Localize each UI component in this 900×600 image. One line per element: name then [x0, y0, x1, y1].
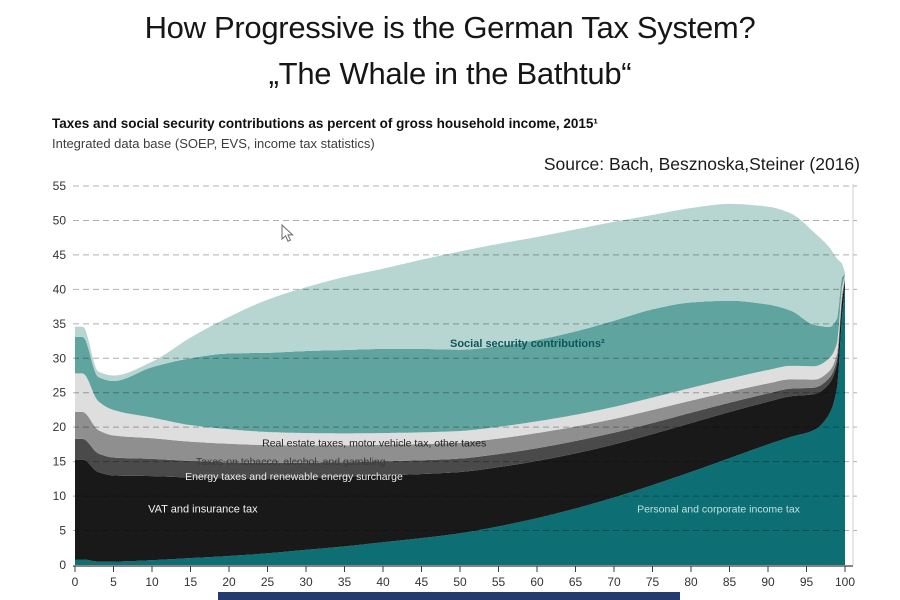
x-tick-label: 25	[261, 575, 275, 589]
x-tick-label: 0	[72, 575, 79, 589]
slide-title-line1: How Progressive is the German Tax System…	[144, 10, 756, 45]
x-tick-label: 70	[607, 575, 621, 589]
area-label-vat-and-insurance-tax: VAT and insurance tax	[148, 504, 258, 516]
area-label-personal-and-corporate-income-tax: Personal and corporate income tax	[637, 504, 801, 516]
y-axis: 0 5 10 15 20 25 30 35 40 45 50 55	[53, 179, 67, 572]
x-tick-label: 50	[453, 575, 467, 589]
footer-progress-bar	[218, 592, 680, 600]
source-note: Source: Bach, Besznoska,Steiner (2016)	[543, 154, 860, 174]
area-real-estate-taxes-motor-vehicle-tax-other-taxes	[75, 274, 845, 446]
area-vat-and-insurance-tax	[75, 281, 845, 562]
y-tick-label: 20	[53, 420, 67, 434]
area-social-security-contributions-upper-band	[75, 203, 845, 381]
stacked-areas	[75, 203, 845, 565]
x-tick-label: 30	[299, 575, 313, 589]
y-tick-label: 25	[53, 386, 67, 400]
area-label-social-security-contributions: Social security contributions²	[450, 338, 605, 350]
y-tick-label: 15	[53, 455, 67, 469]
x-tick-label: 100	[835, 575, 855, 589]
slide-title-line2: „The Whale in the Bathtub“	[268, 56, 632, 91]
y-tick-label: 55	[53, 179, 67, 193]
area-label-taxes-on-tobacco-alcohol-and-gambling: Taxes on tobacco, alcohol, and gambling	[196, 456, 386, 468]
y-tick-label: 10	[53, 489, 67, 503]
x-tick-label: 75	[646, 575, 660, 589]
y-tick-label: 5	[59, 524, 66, 538]
area-social-security-contributions-lower-band	[75, 274, 845, 434]
area-taxes-on-tobacco-alcohol-and-gambling	[75, 277, 845, 463]
x-tick-label: 65	[569, 575, 583, 589]
y-tick-label: 40	[53, 282, 67, 296]
x-tick-label: 5	[110, 575, 117, 589]
x-axis: 0 5 10 15 20 25 30 35 40 45 50 55 60 65 70 75 80 85 90 95 10…	[72, 565, 855, 589]
x-tick-label: 55	[492, 575, 506, 589]
x-tick-label: 85	[723, 575, 737, 589]
chart-subtitle: Integrated data base (SOEP, EVS, income …	[52, 136, 375, 151]
x-tick-label: 35	[338, 575, 352, 589]
x-tick-label: 90	[761, 575, 775, 589]
chart-title: Taxes and social security contributions …	[52, 116, 598, 131]
y-tick-label: 30	[53, 351, 67, 365]
area-label-energy-taxes-and-renewable-energy-surcharge: Energy taxes and renewable energy surcha…	[185, 471, 403, 483]
x-tick-label: 20	[222, 575, 236, 589]
x-tick-label: 80	[684, 575, 698, 589]
mouse-cursor-icon	[281, 224, 294, 242]
x-tick-label: 95	[800, 575, 814, 589]
y-tick-label: 35	[53, 317, 67, 331]
y-tick-label: 50	[53, 213, 67, 227]
area-labels: Social security contributions² Real estat…	[148, 338, 801, 515]
x-tick-label: 40	[376, 575, 390, 589]
x-tick-label: 15	[184, 575, 198, 589]
gridlines	[73, 185, 857, 532]
y-tick-label: 0	[59, 558, 66, 572]
area-label-real-estate-taxes-motor-vehicle-tax-other-taxes: Real estate taxes, motor vehicle tax, ot…	[262, 437, 486, 449]
y-tick-label: 45	[53, 248, 67, 262]
area-personal-and-corporate-income-tax	[75, 288, 845, 565]
x-tick-label: 10	[145, 575, 159, 589]
x-tick-label: 45	[415, 575, 429, 589]
area-energy-taxes-and-renewable-energy-surcharge	[75, 279, 845, 479]
x-tick-label: 60	[530, 575, 544, 589]
